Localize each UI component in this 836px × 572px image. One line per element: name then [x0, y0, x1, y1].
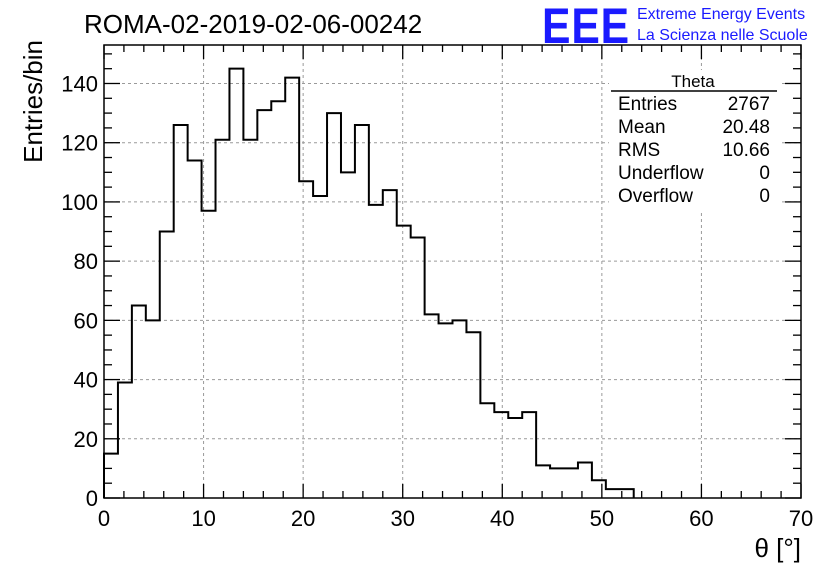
stats-rows: Entries 2767 Mean 20.48 RMS 10.66 Underflow 0 Ov…: [618, 94, 770, 207]
stats-value: 0: [759, 163, 770, 184]
y-tick-label: 40: [74, 368, 98, 393]
x-tick-label: 40: [490, 506, 514, 531]
stats-value: 20.48: [722, 117, 770, 138]
histogram-step-line: [103, 67, 635, 498]
y-tick-label: 0: [86, 486, 98, 511]
x-tick-label: 70: [789, 506, 813, 531]
logo-line1: Extreme Energy Events: [637, 6, 805, 23]
y-tick-label: 100: [61, 190, 98, 215]
logo-mark: EEE: [542, 0, 630, 54]
y-tick-label: 120: [61, 131, 98, 156]
stats-value: 0: [759, 186, 770, 207]
axis-tick-labels: 0 10 20 30 40 50 60 70 0 20 40 60 80 100 120 140: [61, 71, 813, 531]
chart-title: ROMA-02-2019-02-06-00242: [84, 9, 422, 39]
y-tick-label: 80: [74, 249, 98, 274]
x-tick-label: 60: [689, 506, 713, 531]
x-tick-label: 10: [191, 506, 215, 531]
y-tick-label: 140: [61, 71, 98, 96]
stats-label: Underflow: [618, 163, 704, 184]
stats-label: Overflow: [618, 186, 693, 207]
x-tick-label: 20: [291, 506, 315, 531]
x-tick-label: 50: [590, 506, 614, 531]
plot-frame: [103, 44, 802, 499]
y-tick-label: 20: [74, 427, 98, 452]
stats-value: 2767: [728, 94, 770, 115]
x-axis-label: θ [°]: [754, 533, 801, 563]
y-tick-label: 60: [74, 308, 98, 333]
x-tick-label: 30: [390, 506, 414, 531]
stats-value: 10.66: [722, 140, 770, 161]
stats-title: Theta: [671, 72, 715, 91]
y-axis-label: Entries/bin: [18, 40, 48, 163]
stats-label: Mean: [618, 117, 666, 138]
grid-lines: [104, 45, 801, 498]
logo-line2: La Scienza nelle Scuole: [637, 27, 808, 44]
stats-label: RMS: [618, 140, 660, 161]
axis-ticks: [103, 45, 802, 499]
eee-logo: EEE Extreme Energy Events La Scienza nel…: [542, 0, 808, 54]
stats-label: Entries: [618, 94, 677, 115]
x-tick-label: 0: [98, 506, 110, 531]
stats-box: Theta Entries 2767 Mean 20.48 RMS 10.66 Underf…: [609, 70, 779, 210]
